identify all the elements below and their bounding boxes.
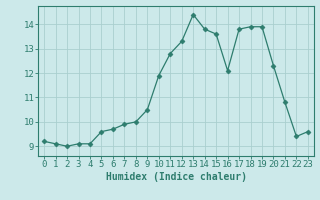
X-axis label: Humidex (Indice chaleur): Humidex (Indice chaleur) bbox=[106, 172, 246, 182]
